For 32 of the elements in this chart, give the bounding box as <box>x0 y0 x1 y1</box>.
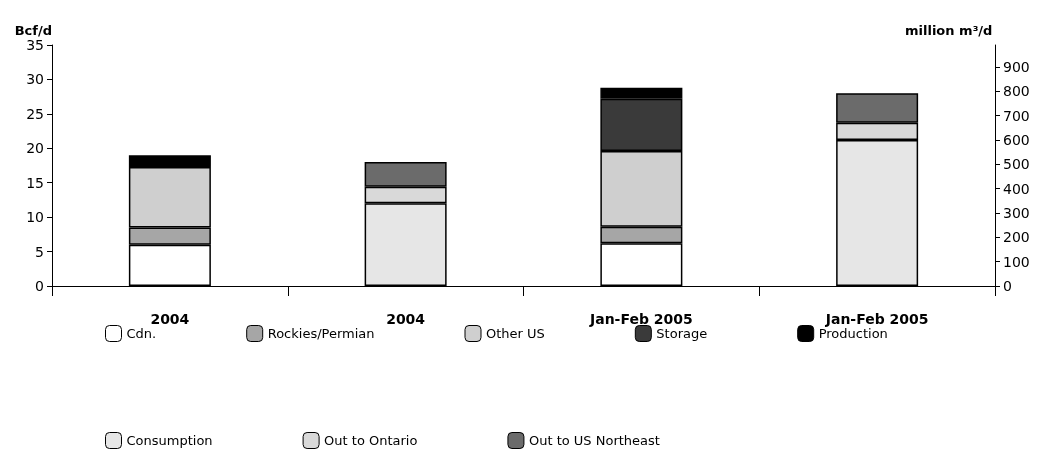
legend-label: Storage <box>656 326 708 341</box>
y-tick-label: 20 <box>26 140 44 157</box>
x-tick-label: Jan-Feb 2005 <box>588 311 693 327</box>
y-tick-label: 10 <box>26 209 44 226</box>
y2-tick-label: 0 <box>1003 278 1012 294</box>
legend-label: Production <box>818 326 888 341</box>
y-tick-label: 35 <box>26 37 44 53</box>
legend-label: Consumption <box>126 433 213 448</box>
y2-tick-label: 700 <box>1003 107 1030 124</box>
y2-tick-label: 800 <box>1003 83 1030 100</box>
y2-tick-label: 900 <box>1003 58 1030 75</box>
y-tick-label: 0 <box>35 278 44 294</box>
legend-label: Rockies/Permian <box>267 326 375 341</box>
y-axis-title: Bcf/d <box>14 23 52 38</box>
x-tick-label: 2004 <box>150 311 190 327</box>
y2-tick-label: 200 <box>1003 229 1030 246</box>
y-tick-label: 30 <box>26 71 44 88</box>
legend-label: Other US <box>486 326 545 341</box>
y-tick-label: 5 <box>35 243 44 260</box>
legend-label: Out to US Northeast <box>528 433 660 448</box>
x-tick-label: 2004 <box>386 311 426 327</box>
y2-tick-label: 400 <box>1003 180 1030 197</box>
legend-label: Cdn. <box>126 326 157 341</box>
y2-axis-title: million m³/d <box>905 23 993 38</box>
y-tick-label: 25 <box>26 105 44 122</box>
legend-label: Out to Ontario <box>324 433 418 448</box>
y2-tick-label: 100 <box>1003 253 1030 270</box>
y2-tick-label: 600 <box>1003 131 1030 148</box>
y2-tick-label: 300 <box>1003 204 1030 221</box>
x-tick-label: Jan-Feb 2005 <box>824 311 929 327</box>
y2-tick-label: 500 <box>1003 156 1030 173</box>
y-tick-label: 15 <box>26 174 44 191</box>
